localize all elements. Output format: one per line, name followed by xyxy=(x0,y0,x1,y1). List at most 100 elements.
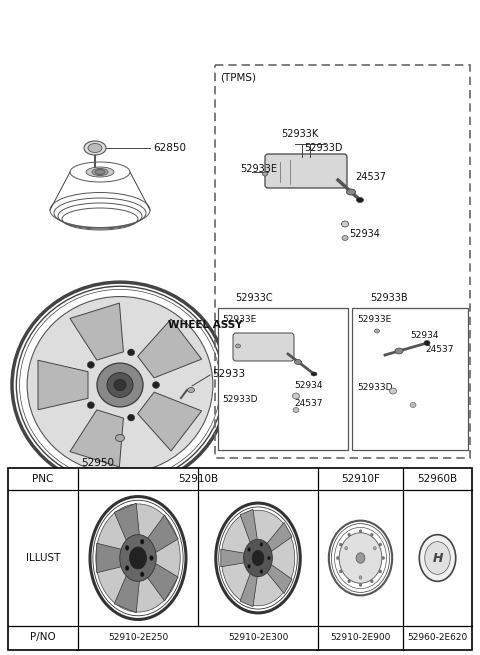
Ellipse shape xyxy=(236,344,240,348)
Ellipse shape xyxy=(339,570,342,573)
Ellipse shape xyxy=(356,553,365,563)
Text: 52933C: 52933C xyxy=(235,293,273,303)
Ellipse shape xyxy=(221,510,295,606)
Ellipse shape xyxy=(424,341,430,345)
Ellipse shape xyxy=(87,402,95,409)
Ellipse shape xyxy=(295,360,301,364)
Text: WHEEL ASSY: WHEEL ASSY xyxy=(168,320,242,330)
Ellipse shape xyxy=(86,167,114,177)
Text: P/NO: P/NO xyxy=(30,632,56,642)
Text: 52910B: 52910B xyxy=(178,474,218,484)
Ellipse shape xyxy=(96,504,180,612)
Ellipse shape xyxy=(260,570,263,574)
Text: 52933B: 52933B xyxy=(370,293,408,303)
Bar xyxy=(352,308,468,450)
Ellipse shape xyxy=(342,236,348,240)
Ellipse shape xyxy=(359,530,362,533)
Text: 24537: 24537 xyxy=(425,345,454,354)
Ellipse shape xyxy=(336,557,339,559)
Ellipse shape xyxy=(339,533,382,583)
Ellipse shape xyxy=(357,198,363,202)
Ellipse shape xyxy=(347,189,356,195)
Text: 52934: 52934 xyxy=(294,381,323,390)
Ellipse shape xyxy=(248,565,251,569)
Ellipse shape xyxy=(345,547,348,550)
Text: (TPMS): (TPMS) xyxy=(220,73,256,83)
Ellipse shape xyxy=(311,372,317,376)
Ellipse shape xyxy=(341,221,348,227)
Ellipse shape xyxy=(293,407,299,413)
Bar xyxy=(215,65,470,458)
Text: 52933D: 52933D xyxy=(222,396,257,405)
Ellipse shape xyxy=(116,434,124,441)
Ellipse shape xyxy=(97,363,143,407)
Ellipse shape xyxy=(120,534,156,582)
Ellipse shape xyxy=(84,141,106,155)
Text: 52960-2E620: 52960-2E620 xyxy=(408,633,468,641)
Text: 24537: 24537 xyxy=(294,398,323,407)
Ellipse shape xyxy=(95,170,105,174)
Ellipse shape xyxy=(88,143,102,153)
Polygon shape xyxy=(114,572,140,613)
Text: 52960B: 52960B xyxy=(418,474,457,484)
Bar xyxy=(218,308,348,450)
Polygon shape xyxy=(221,549,247,567)
Ellipse shape xyxy=(292,393,300,399)
Polygon shape xyxy=(145,561,178,601)
Ellipse shape xyxy=(359,576,362,579)
Text: 52933E: 52933E xyxy=(357,316,391,324)
Text: 52933D: 52933D xyxy=(304,143,343,153)
Ellipse shape xyxy=(382,557,384,559)
Ellipse shape xyxy=(114,379,126,391)
Text: PNC: PNC xyxy=(32,474,54,484)
Bar xyxy=(8,468,472,650)
Ellipse shape xyxy=(260,542,263,546)
Text: 52910F: 52910F xyxy=(341,474,380,484)
Ellipse shape xyxy=(263,172,267,176)
Ellipse shape xyxy=(248,548,251,552)
Ellipse shape xyxy=(130,547,147,569)
Text: 52933E: 52933E xyxy=(240,164,277,174)
Text: 52933: 52933 xyxy=(212,369,245,379)
Ellipse shape xyxy=(419,534,456,582)
Ellipse shape xyxy=(125,566,129,571)
FancyBboxPatch shape xyxy=(265,154,347,188)
Text: 52933D: 52933D xyxy=(357,383,393,392)
Ellipse shape xyxy=(348,533,350,536)
Ellipse shape xyxy=(140,539,144,544)
Ellipse shape xyxy=(252,550,264,566)
Text: 52934: 52934 xyxy=(349,229,380,239)
Ellipse shape xyxy=(27,297,213,474)
Ellipse shape xyxy=(379,570,382,573)
Text: 62850: 62850 xyxy=(153,143,186,153)
Ellipse shape xyxy=(125,546,129,550)
Polygon shape xyxy=(70,410,123,467)
Text: 52910-2E250: 52910-2E250 xyxy=(108,633,168,641)
Ellipse shape xyxy=(373,547,376,550)
FancyBboxPatch shape xyxy=(233,333,294,361)
Text: 52934: 52934 xyxy=(410,331,439,339)
Polygon shape xyxy=(265,563,292,593)
Polygon shape xyxy=(240,571,258,607)
Polygon shape xyxy=(240,510,258,546)
Ellipse shape xyxy=(140,572,144,577)
Ellipse shape xyxy=(107,373,133,398)
Text: 52933K: 52933K xyxy=(281,129,319,139)
Ellipse shape xyxy=(188,388,194,392)
Ellipse shape xyxy=(379,543,382,546)
Ellipse shape xyxy=(371,533,373,536)
Text: 52950: 52950 xyxy=(82,458,115,468)
Ellipse shape xyxy=(92,168,108,176)
Ellipse shape xyxy=(371,580,373,583)
Polygon shape xyxy=(114,503,140,544)
Text: 24537: 24537 xyxy=(355,172,386,182)
Polygon shape xyxy=(145,515,178,554)
Polygon shape xyxy=(96,543,125,572)
Text: ILLUST: ILLUST xyxy=(26,553,60,563)
Ellipse shape xyxy=(395,348,403,354)
Text: H: H xyxy=(432,552,443,565)
Ellipse shape xyxy=(389,388,396,394)
Ellipse shape xyxy=(348,580,350,583)
Polygon shape xyxy=(138,319,202,378)
Text: 52910-2E900: 52910-2E900 xyxy=(330,633,391,641)
